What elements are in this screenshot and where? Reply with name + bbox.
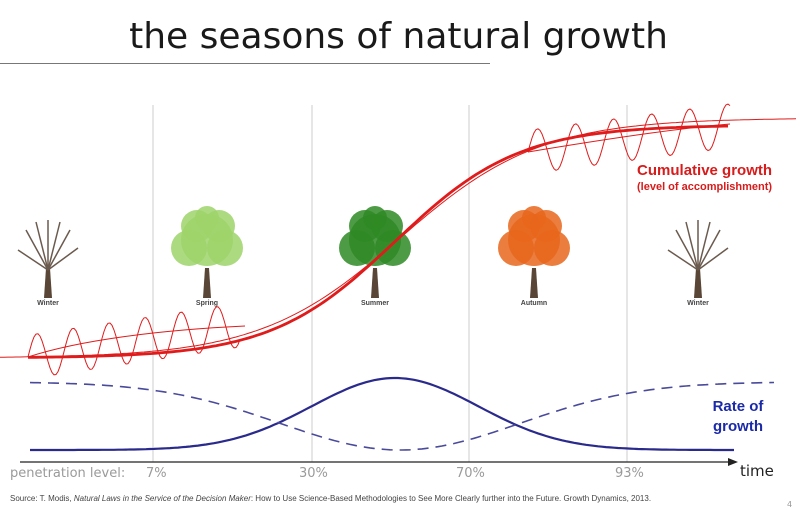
- cumulative-growth-subtitle: (level of accomplishment): [637, 181, 773, 193]
- rate-label-line2: growth: [713, 418, 763, 435]
- page-title: the seasons of natural growth: [129, 16, 668, 57]
- page-number: 4: [787, 500, 793, 509]
- season-dividers: [152, 105, 628, 462]
- rate-label-line1: Rate of: [712, 398, 764, 415]
- source-prefix: Source: T. Modis,: [10, 494, 74, 503]
- tree-label: Summer: [361, 300, 389, 307]
- rate-of-growth-label: Rate of growth: [698, 397, 778, 437]
- tree-spring-1: Spring: [171, 206, 243, 307]
- tree-label: Winter: [687, 300, 709, 307]
- source-book-title: Natural Laws in the Service of the Decis…: [73, 494, 251, 503]
- source-suffix: : How to Use Science-Based Methodologies…: [250, 494, 652, 503]
- source-citation: Source: T. Modis, Natural Laws in the Se…: [10, 494, 651, 503]
- penetration-level-label: penetration level:: [10, 466, 126, 481]
- penetration-93: 93%: [615, 466, 644, 481]
- tree-autumn-3: Autumn: [498, 206, 570, 307]
- tree-winter-4: Winter: [667, 220, 729, 307]
- cumulative-growth-title: Cumulative growth: [637, 162, 773, 179]
- oscillation-right: [527, 103, 731, 171]
- penetration-30: 30%: [299, 466, 328, 481]
- tree-winter-0: Winter: [17, 220, 79, 307]
- tree-label: Autumn: [521, 300, 547, 307]
- tree-label: Spring: [196, 300, 218, 307]
- envelope-left: [27, 325, 246, 358]
- penetration-70: 70%: [456, 466, 485, 481]
- rate-dashed-curve: [29, 381, 775, 451]
- penetration-7: 7%: [146, 466, 167, 481]
- title-underline: [0, 63, 490, 64]
- tree-label: Winter: [37, 300, 59, 307]
- oscillation-left: [27, 306, 241, 376]
- time-axis-label: time: [740, 462, 774, 480]
- tree-summer-2: Summer: [339, 206, 411, 307]
- time-axis-arrow: [728, 458, 738, 466]
- envelope-right: [527, 123, 731, 153]
- rate-of-growth-curve: [30, 376, 734, 452]
- cumulative-growth-label: Cumulative growth (level of accomplishme…: [637, 162, 772, 193]
- cumulative-growth-curve: [27, 124, 728, 359]
